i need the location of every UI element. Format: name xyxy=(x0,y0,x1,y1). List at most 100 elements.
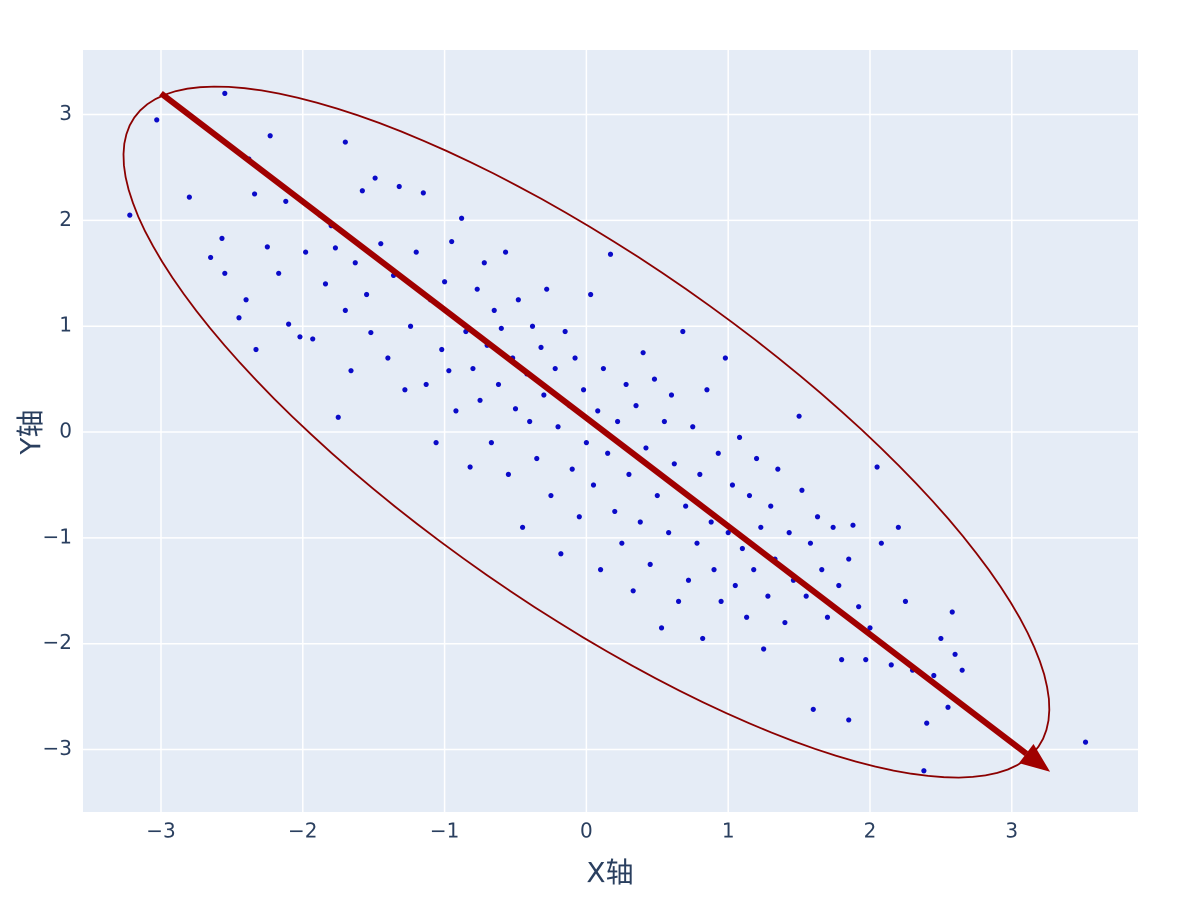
point xyxy=(819,567,825,573)
point xyxy=(732,582,738,589)
point xyxy=(725,530,731,536)
point xyxy=(348,368,354,374)
point xyxy=(310,336,316,342)
point xyxy=(529,323,536,329)
point xyxy=(538,344,544,350)
point xyxy=(952,651,958,657)
point xyxy=(378,241,384,247)
point xyxy=(643,445,649,451)
point xyxy=(895,524,901,530)
point xyxy=(647,561,653,567)
point xyxy=(253,346,259,353)
point xyxy=(697,471,703,477)
point xyxy=(385,355,391,361)
x-axis-title: X轴 xyxy=(586,856,633,889)
point xyxy=(534,455,540,462)
point xyxy=(364,291,370,298)
point xyxy=(519,524,526,530)
point xyxy=(633,403,639,409)
point xyxy=(590,482,597,488)
point xyxy=(342,307,348,313)
point xyxy=(765,593,771,599)
point xyxy=(335,414,341,420)
point xyxy=(867,625,873,631)
point xyxy=(267,133,273,139)
point xyxy=(544,286,550,292)
y-tick-label: −3 xyxy=(43,736,72,760)
point xyxy=(297,334,303,340)
y-tick-label: 3 xyxy=(59,101,72,125)
point xyxy=(449,238,455,245)
point xyxy=(729,482,736,488)
point xyxy=(433,440,439,446)
point xyxy=(718,598,724,604)
point xyxy=(824,614,831,620)
point xyxy=(495,381,502,388)
point xyxy=(878,540,884,546)
point xyxy=(700,635,706,642)
point xyxy=(666,530,672,536)
point xyxy=(474,286,480,292)
confidence-ellipse xyxy=(122,85,1051,779)
point xyxy=(251,191,258,197)
point xyxy=(423,381,429,388)
point xyxy=(607,251,614,257)
point xyxy=(572,355,578,361)
point xyxy=(902,598,909,604)
point xyxy=(588,291,594,298)
point xyxy=(694,540,700,546)
point xyxy=(786,530,792,536)
x-tick-label: 1 xyxy=(722,819,735,843)
point xyxy=(715,450,721,456)
point xyxy=(583,440,589,446)
point xyxy=(836,582,842,589)
point xyxy=(597,567,604,573)
point xyxy=(614,418,621,425)
point xyxy=(1082,739,1089,745)
point xyxy=(527,418,533,425)
x-tick-label: 2 xyxy=(864,819,877,843)
point xyxy=(619,540,625,546)
point xyxy=(758,524,764,530)
point xyxy=(850,522,856,528)
point xyxy=(222,90,228,96)
point xyxy=(683,503,689,509)
point xyxy=(921,768,927,774)
principal-arrow xyxy=(159,91,1029,756)
point xyxy=(846,556,852,562)
point xyxy=(803,593,809,599)
point xyxy=(782,619,788,626)
x-tick-label: −2 xyxy=(288,819,317,843)
point xyxy=(154,117,160,123)
y-tick-label: −1 xyxy=(43,524,72,548)
point xyxy=(439,346,445,353)
point xyxy=(243,297,249,303)
point xyxy=(569,466,575,472)
point xyxy=(863,657,869,663)
point xyxy=(264,244,270,250)
y-tick-label: −2 xyxy=(43,630,72,654)
point xyxy=(286,321,292,327)
y-tick-label: 0 xyxy=(59,419,72,443)
point xyxy=(552,365,558,372)
point xyxy=(576,514,582,520)
x-tick-label: 3 xyxy=(1005,819,1018,843)
point xyxy=(446,368,452,374)
point xyxy=(704,387,710,393)
point xyxy=(342,139,348,145)
point xyxy=(744,614,750,620)
point xyxy=(830,524,836,530)
point xyxy=(658,625,665,631)
arrow-head xyxy=(1018,744,1051,772)
point xyxy=(396,183,402,190)
point xyxy=(671,461,677,467)
point xyxy=(668,392,675,398)
point xyxy=(515,297,521,303)
point xyxy=(630,588,636,594)
point xyxy=(685,577,692,583)
point xyxy=(623,381,629,388)
point xyxy=(467,464,473,470)
point xyxy=(736,434,743,440)
point xyxy=(359,188,365,194)
